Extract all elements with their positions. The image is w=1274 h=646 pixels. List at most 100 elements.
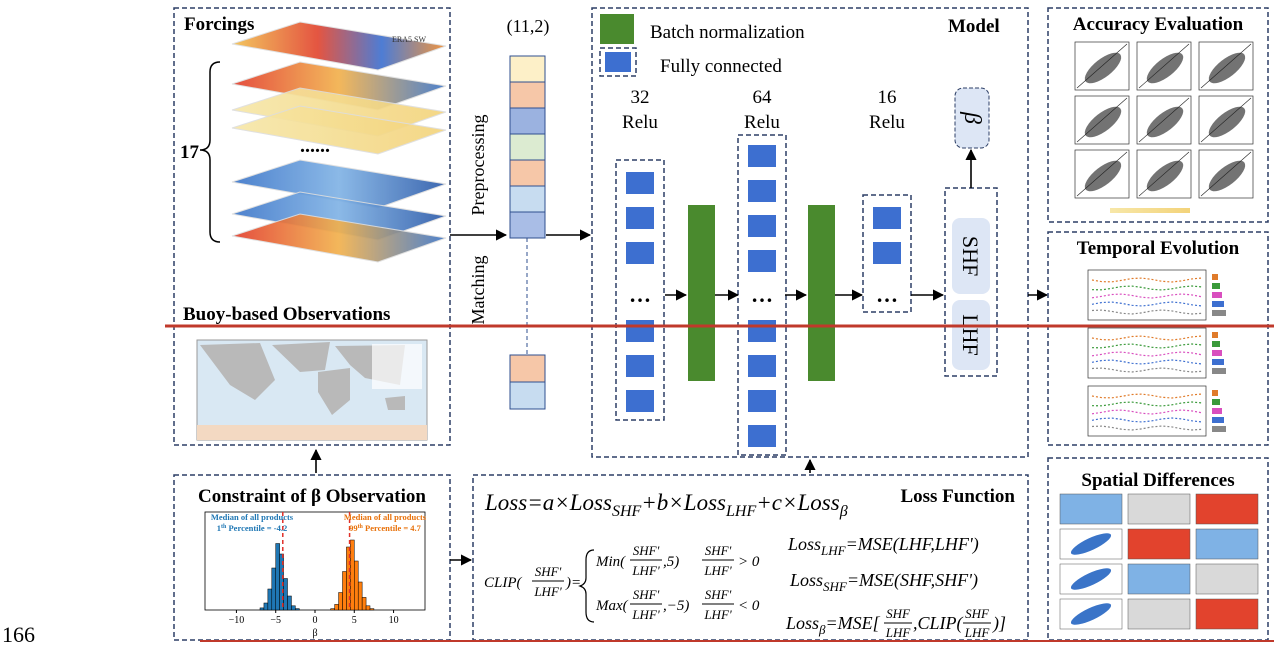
input-vector — [510, 56, 545, 409]
equation-part — [197, 425, 427, 440]
equation-part: < 0 — [738, 598, 760, 614]
equation-part: CLIP( — [484, 575, 523, 591]
forcings-count: 17 — [180, 142, 200, 163]
beta-label: β — [959, 111, 985, 124]
bar-thumb — [1212, 390, 1218, 396]
text-part: 99 — [349, 523, 358, 533]
panel-title: Temporal Evolution — [1077, 238, 1240, 259]
equation-part: )= — [565, 575, 581, 591]
layer-units: 16 — [878, 87, 897, 108]
bar-thumb — [1212, 283, 1220, 289]
x-tick-label: −5 — [270, 615, 281, 626]
vector-cell — [510, 108, 545, 134]
map-thumb — [1128, 494, 1190, 524]
map-thumb — [1196, 599, 1258, 629]
equation-part: Max( — [595, 598, 629, 614]
equation-part: > 0 — [738, 554, 760, 570]
map-label: ERA5 SW — [392, 35, 426, 44]
batch-norm — [808, 205, 835, 381]
bar-thumb — [1212, 274, 1218, 280]
input-shape: (11,2) — [507, 16, 550, 37]
text-part: β — [839, 503, 848, 520]
text-part: Percentile = -4.2 — [226, 523, 287, 533]
annotation: Median of all products — [344, 512, 427, 522]
map-thumb — [1196, 529, 1258, 559]
bar-thumb — [1212, 301, 1224, 307]
layer-activation: Relu — [622, 112, 658, 133]
figure: Forcings 17 ERA5 SW ...... Buoy-based Ob… — [0, 0, 1274, 646]
histogram-bar — [358, 582, 362, 610]
neuron — [626, 207, 654, 229]
neuron — [748, 355, 776, 377]
legend-label: Batch normalization — [650, 22, 805, 43]
bar-thumb — [1212, 292, 1222, 298]
layer-units: 64 — [753, 87, 773, 108]
histogram-bar — [354, 561, 358, 610]
neuron — [626, 390, 654, 412]
histogram-bar — [339, 593, 343, 611]
histogram-bar — [272, 568, 276, 610]
x-tick-label: 10 — [389, 615, 399, 626]
equation-part: LHF' — [703, 607, 732, 622]
histogram-bar — [343, 572, 347, 611]
vector-cell — [510, 212, 545, 238]
matching-label: Matching — [468, 256, 488, 325]
text-part: =MSE(LHF,LHF') — [846, 534, 979, 555]
panel-title: Accuracy Evaluation — [1073, 14, 1244, 35]
equation-part: SHF' — [705, 543, 732, 558]
neuron — [748, 215, 776, 237]
map-thumb — [1060, 494, 1122, 524]
x-tick-label: 0 — [313, 615, 318, 626]
ellipsis: ...... — [300, 135, 330, 157]
text-part: Loss=a×Loss — [484, 490, 612, 515]
neuron — [748, 250, 776, 272]
histogram-bar — [291, 606, 295, 610]
vector-cell — [510, 382, 545, 409]
text-part: Loss — [789, 570, 823, 590]
bar-thumb — [1212, 408, 1222, 414]
neuron — [873, 207, 901, 229]
neuron — [626, 172, 654, 194]
equation-part: LHF — [885, 625, 912, 640]
legend-label: Fully connected — [660, 56, 782, 77]
equation-part: LHF — [964, 625, 991, 640]
equation-part: SHF' — [633, 543, 660, 558]
equation-part: LHF' — [533, 584, 562, 599]
text-part: SHF — [612, 503, 642, 520]
bar-thumb — [1212, 341, 1220, 347]
map-thumb — [1196, 564, 1258, 594]
x-tick-label: −10 — [229, 615, 245, 626]
map-thumb — [1128, 564, 1190, 594]
equation-part: ,CLIP( — [913, 613, 964, 634]
vector-cell — [510, 160, 545, 186]
vector-cell — [510, 56, 545, 82]
equation-part: LHF' — [703, 563, 732, 578]
constraint-title: Constraint of β Observation — [198, 486, 426, 507]
bar-thumb — [1212, 359, 1224, 365]
output-label: LHF — [958, 314, 983, 356]
bar-thumb — [1212, 332, 1218, 338]
equation-part: Min( — [595, 554, 626, 570]
legend-swatch-bn — [600, 14, 634, 44]
layer-ellipsis: … — [751, 282, 773, 307]
histogram-bar — [370, 609, 374, 610]
text-part: =MSE[ — [826, 613, 881, 633]
layer-ellipsis: … — [876, 282, 898, 307]
equation-part — [372, 344, 422, 389]
bar-thumb — [1212, 310, 1226, 316]
text-part: +b×Loss — [641, 490, 726, 515]
text-part: LHF — [820, 543, 847, 558]
neuron — [873, 242, 901, 264]
map-thumb — [1128, 599, 1190, 629]
preprocessing-label: Preprocessing — [468, 115, 488, 216]
layer-activation: Relu — [744, 112, 780, 133]
map-thumb — [1196, 494, 1258, 524]
batch-norm — [688, 205, 715, 381]
neuron — [626, 355, 654, 377]
text-part: Loss — [787, 534, 821, 554]
bar-thumb — [1212, 350, 1222, 356]
text-part: +c×Loss — [756, 490, 839, 515]
buoy-map — [197, 340, 427, 440]
histogram-bar — [350, 540, 354, 610]
histogram-bar — [295, 609, 299, 610]
